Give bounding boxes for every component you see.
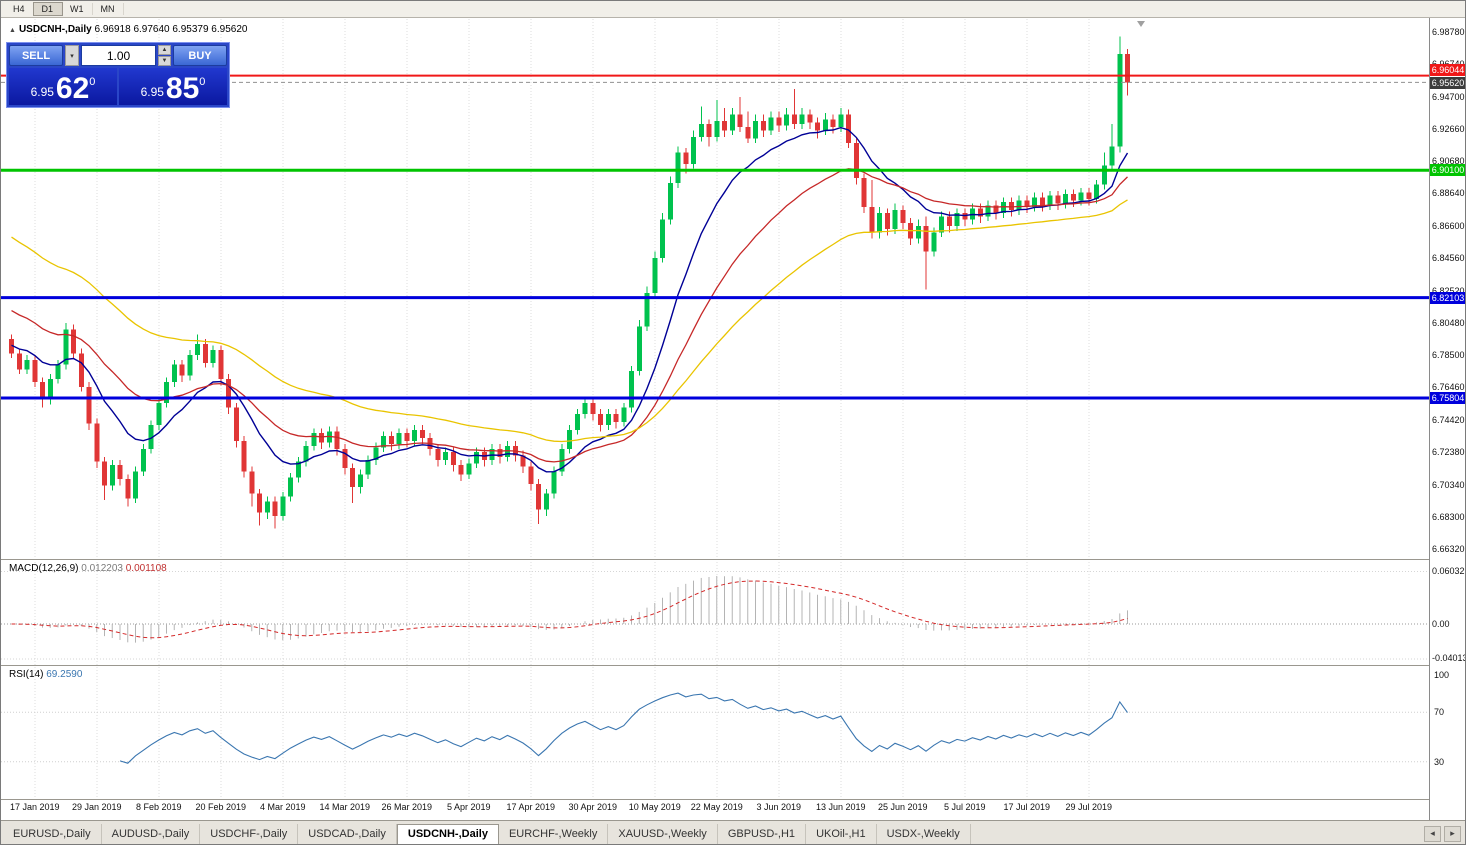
ask-price[interactable]: 6.95 85 0 <box>119 68 227 105</box>
macd-layer <box>1 571 1429 660</box>
chart-tab-usdchf[interactable]: USDCHF-,Daily <box>200 824 299 844</box>
macd-name: MACD(12,26,9) <box>9 563 79 574</box>
collapse-arrow-icon[interactable]: ▲ <box>9 27 16 34</box>
grid-layer <box>34 19 1090 799</box>
timeframe-toolbar: H4 D1 W1 MN <box>1 1 1465 18</box>
tabs-scroll-right-button[interactable]: ▸ <box>1444 826 1461 842</box>
timeframe-button-d1[interactable]: D1 <box>32 2 64 16</box>
separator-layer <box>1 559 1465 800</box>
bid-big-digits: 62 <box>55 72 90 105</box>
rsi-layer <box>1 692 1429 764</box>
moving-averages-layer <box>11 126 1129 473</box>
rsi-name: RSI(14) <box>9 669 44 680</box>
volume-stepper: ▲ ▼ <box>158 45 171 66</box>
macd-signal-value: 0.001108 <box>125 563 167 574</box>
volume-increase-button[interactable]: ▲ <box>158 45 171 55</box>
chart-symbol-label: USDCNH-,Daily <box>18 24 92 35</box>
chart-tab-bar: EURUSD-,Daily AUDUSD-,Daily USDCHF-,Daily U… <box>1 820 1465 844</box>
ask-prefix: 6.95 <box>140 85 164 99</box>
chart-tab-usdcad[interactable]: USDCAD-,Daily <box>298 824 397 844</box>
bid-point-digit: 0 <box>89 76 96 88</box>
volume-dropdown-button[interactable]: ▾ <box>65 45 79 66</box>
chart-tab-xauusd[interactable]: XAUUSD-,Weekly <box>608 824 718 844</box>
ask-point-digit: 0 <box>199 76 206 88</box>
rsi-value: 69.2590 <box>46 669 83 680</box>
timeframe-button-mn[interactable]: MN <box>93 3 124 15</box>
chart-tab-eurchf[interactable]: EURCHF-,Weekly <box>499 824 609 844</box>
timeframe-button-w1[interactable]: W1 <box>62 3 93 15</box>
tabs-scroll-left-button[interactable]: ◂ <box>1424 826 1441 842</box>
bid-prefix: 6.95 <box>30 85 54 99</box>
chart-tabs: EURUSD-,Daily AUDUSD-,Daily USDCHF-,Daily U… <box>3 824 1418 844</box>
chart-tab-usdx[interactable]: USDX-,Weekly <box>877 824 971 844</box>
levels-layer <box>1 74 1429 400</box>
chart-tab-gbpusd[interactable]: GBPUSD-,H1 <box>718 824 807 844</box>
macd-main-value: 0.012203 <box>81 563 123 574</box>
macd-title: MACD(12,26,9) 0.012203 0.001108 <box>9 563 167 574</box>
chart-tab-eurusd[interactable]: EURUSD-,Daily <box>3 824 102 844</box>
buy-button[interactable]: BUY <box>173 45 227 66</box>
sell-button[interactable]: SELL <box>9 45 63 66</box>
tab-scroll-controls: ◂ ▸ <box>1418 826 1465 844</box>
rsi-title: RSI(14) 69.2590 <box>9 669 82 680</box>
chevron-down-icon: ▾ <box>70 52 74 60</box>
candles-layer <box>9 36 1130 529</box>
chart-tab-audusd[interactable]: AUDUSD-,Daily <box>102 824 201 844</box>
marker-layer <box>1137 21 1145 27</box>
chart-ohlc-values: 6.96918 6.97640 6.95379 6.95620 <box>94 24 248 35</box>
chart-tab-usdcnh[interactable]: USDCNH-,Daily <box>396 824 499 844</box>
chart-title: ▲ USDCNH-,Daily 6.96918 6.97640 6.95379 6… <box>9 24 247 35</box>
volume-decrease-button[interactable]: ▼ <box>158 56 171 66</box>
chart-tab-ukoil[interactable]: UKOil-,H1 <box>806 824 877 844</box>
ask-big-digits: 85 <box>165 72 200 105</box>
volume-input[interactable] <box>81 45 156 66</box>
price-axis-column <box>1429 18 1465 820</box>
chart-background <box>1 18 1465 820</box>
timeframe-button-h4[interactable]: H4 <box>5 3 34 15</box>
bid-price[interactable]: 6.95 62 0 <box>9 68 117 105</box>
